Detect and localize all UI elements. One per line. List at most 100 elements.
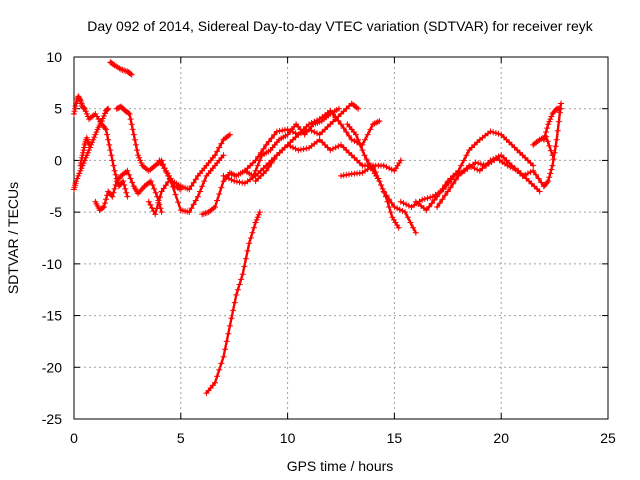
data-point-marker — [359, 147, 366, 154]
y-tick-label: -10 — [42, 256, 62, 272]
data-point-marker — [242, 255, 249, 262]
data-point-marker — [552, 143, 559, 150]
data-point-marker — [289, 129, 296, 135]
data-point-marker — [379, 185, 386, 192]
data-point-marker — [225, 330, 232, 337]
y-tick-label: -5 — [50, 204, 63, 220]
data-point-marker — [527, 169, 534, 176]
data-point-marker — [76, 170, 83, 177]
series-track-1 — [71, 93, 131, 200]
data-point-marker — [295, 131, 302, 138]
data-point-marker — [105, 105, 112, 112]
data-point-marker — [322, 126, 328, 133]
data-point-marker — [292, 145, 299, 152]
series-track-13 — [338, 162, 419, 236]
data-point-marker — [511, 165, 518, 172]
data-point-marker — [531, 183, 538, 190]
data-point-marker — [103, 196, 109, 203]
axis-ticks — [73, 56, 609, 420]
data-point-marker — [492, 130, 499, 136]
data-point-marker — [276, 149, 283, 156]
data-point-marker — [458, 170, 465, 177]
data-point-marker — [218, 184, 225, 191]
y-tick-labels: 10 5 0 -5 -10 -15 -20 -25 — [42, 49, 62, 427]
data-point-marker — [547, 147, 554, 154]
data-point-marker — [482, 162, 489, 169]
data-point-marker — [419, 196, 426, 203]
data-point-marker — [246, 240, 253, 247]
data-point-marker — [343, 129, 350, 135]
data-point-marker — [528, 180, 535, 187]
data-point-marker — [155, 199, 162, 206]
data-point-marker — [479, 165, 486, 172]
data-point-marker — [126, 110, 133, 117]
data-point-marker — [498, 131, 505, 138]
data-point-marker — [77, 160, 84, 166]
data-point-marker — [223, 338, 230, 345]
data-point-marker — [220, 152, 227, 159]
data-point-marker — [123, 189, 130, 196]
data-point-marker — [214, 373, 221, 380]
data-point-marker — [316, 131, 323, 138]
data-point-marker — [127, 175, 134, 182]
data-point-marker — [289, 144, 296, 151]
data-point-marker — [340, 125, 347, 132]
data-point-marker — [252, 219, 259, 226]
data-point-marker — [555, 118, 562, 125]
data-point-marker — [220, 172, 227, 179]
data-point-marker — [545, 121, 552, 128]
data-point-marker — [112, 182, 119, 188]
data-point-marker — [273, 152, 280, 159]
series-track-6 — [113, 103, 184, 193]
data-point-marker — [463, 152, 470, 159]
data-point-marker — [319, 139, 326, 146]
data-point-marker — [102, 200, 108, 207]
data-point-marker — [220, 353, 227, 360]
data-point-marker — [548, 113, 555, 120]
data-point-marker — [330, 145, 336, 152]
data-point-marker — [458, 162, 465, 169]
data-point-marker — [78, 165, 85, 172]
data-point-marker — [257, 167, 264, 174]
data-point-marker — [214, 197, 221, 204]
data-point-marker — [99, 204, 106, 211]
series-track-10 — [220, 100, 362, 187]
series-track-7 — [145, 152, 227, 218]
data-point-marker — [214, 148, 221, 155]
data-point-marker — [109, 193, 116, 200]
x-tick-label: 15 — [387, 430, 403, 446]
data-point-marker — [260, 165, 267, 172]
data-point-marker — [190, 179, 197, 186]
data-point-marker — [534, 185, 540, 192]
data-point-marker — [89, 139, 96, 146]
data-point-marker — [424, 195, 431, 202]
series-track-5 — [92, 167, 165, 216]
data-point-marker — [442, 182, 449, 188]
data-point-marker — [175, 199, 182, 206]
data-point-marker — [335, 105, 342, 112]
data-point-marker — [558, 105, 564, 112]
data-point-marker — [147, 201, 154, 208]
data-point-marker — [530, 162, 537, 169]
data-point-marker — [319, 129, 326, 135]
data-point-marker — [306, 126, 312, 133]
data-point-marker — [152, 211, 159, 218]
data-point-marker — [460, 157, 467, 164]
data-point-marker — [279, 147, 286, 154]
data-point-marker — [421, 196, 428, 202]
data-point-marker — [111, 185, 118, 192]
data-point-marker — [192, 197, 199, 204]
data-point-marker — [186, 209, 193, 216]
y-axis-title: SDTVAR / TECUs — [5, 182, 21, 294]
data-point-marker — [327, 147, 334, 154]
data-point-marker — [388, 166, 395, 173]
data-point-marker — [254, 162, 261, 169]
data-point-marker — [324, 123, 331, 130]
data-point-marker — [120, 178, 127, 185]
data-point-marker — [444, 178, 451, 185]
data-point-marker — [530, 167, 537, 174]
data-point-marker — [340, 144, 347, 151]
x-tick-label: 10 — [280, 430, 296, 446]
data-point-marker — [335, 117, 342, 124]
data-point-marker — [281, 144, 288, 151]
